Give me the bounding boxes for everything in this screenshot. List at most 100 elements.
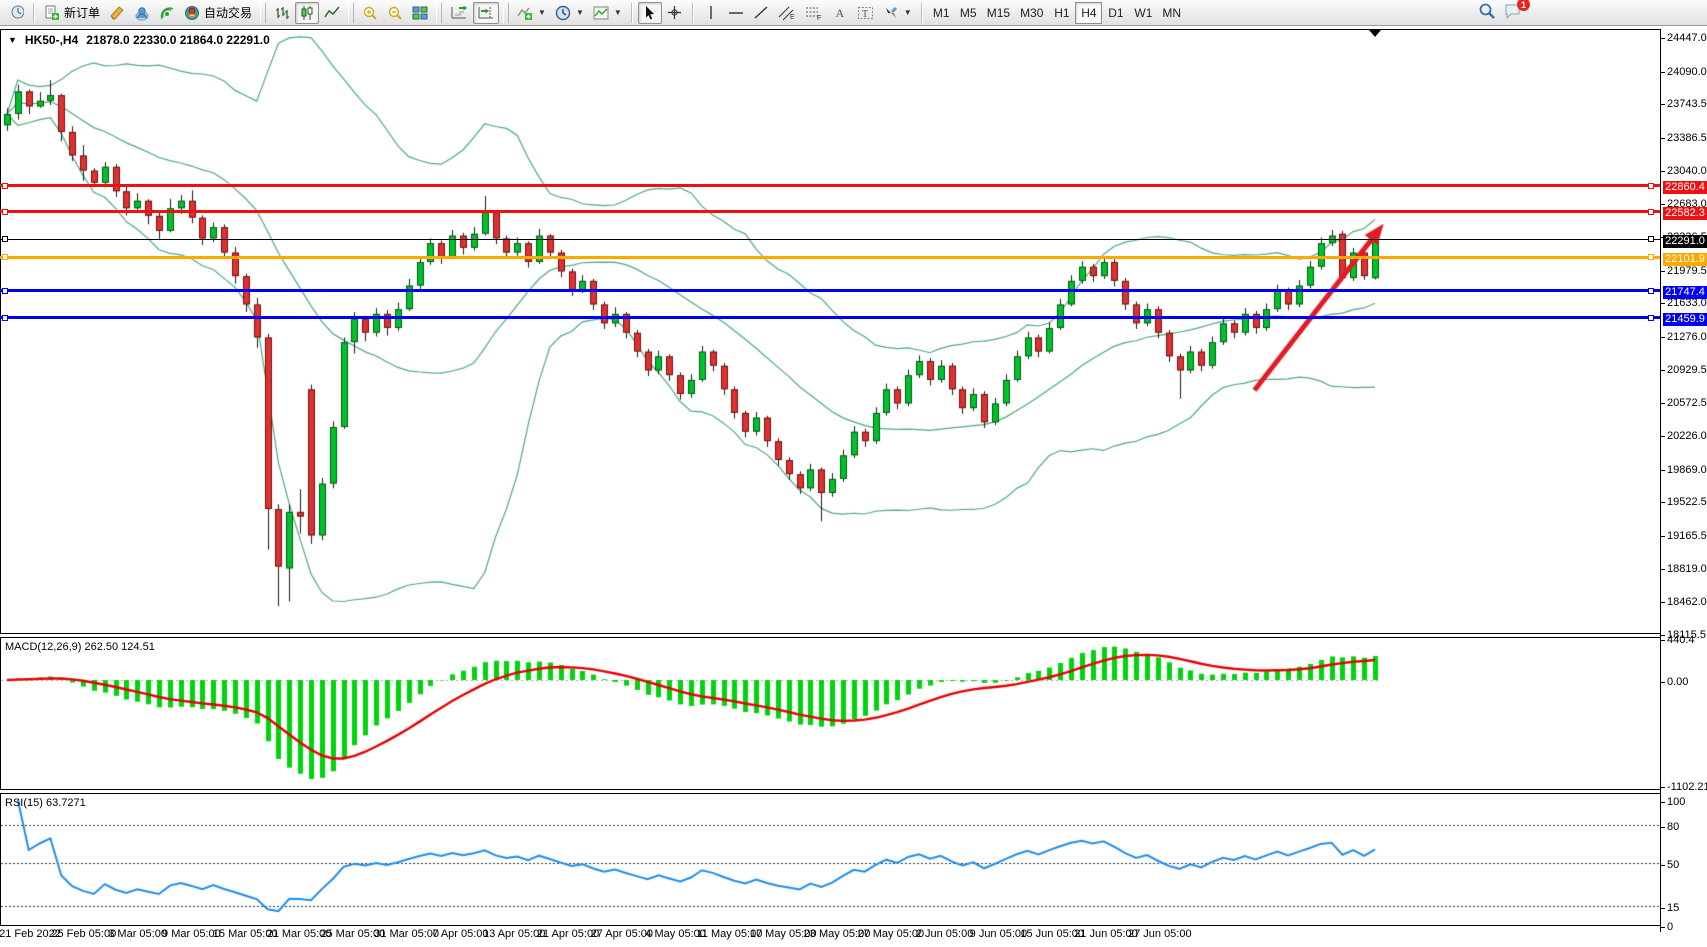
candlestick-chart-button[interactable] [295, 1, 320, 24]
toolbar-right-icons: 1 [1478, 0, 1530, 20]
periods-button[interactable]: ▼ [551, 2, 588, 24]
tiled-windows-icon [412, 5, 428, 21]
tile-windows-button[interactable] [408, 2, 432, 24]
chevron-down-icon: ▼ [903, 8, 912, 17]
timeframe-button-m5[interactable]: M5 [959, 5, 977, 20]
price-tick-label: 19165.5 [1661, 529, 1707, 542]
timeframe-button-d1[interactable]: D1 [1108, 5, 1124, 20]
toolbar-grip [260, 2, 267, 23]
text-label-tool-button[interactable]: T [853, 2, 878, 24]
price-tick-label: 21276.0 [1661, 330, 1707, 343]
macd-indicator-canvas[interactable] [1, 638, 1660, 789]
rsi-tick-label: 15 [1660, 902, 1680, 915]
date-tick-label: 27 Jun 05:00 [1127, 928, 1192, 940]
date-tick-label: 21 Feb 2022 [0, 928, 61, 940]
signal-waves-icon [159, 5, 175, 21]
main-price-chart-canvas[interactable] [1, 30, 1660, 633]
price-tick-label: 19869.0 [1661, 463, 1707, 476]
templates-button[interactable]: ▼ [589, 2, 626, 24]
timeframe-button-mn[interactable]: MN [1162, 5, 1182, 20]
auto-scroll-button[interactable] [446, 2, 472, 24]
mql5-community-button[interactable] [130, 2, 154, 24]
timeframe-button-h4[interactable]: H4 [1075, 1, 1103, 24]
price-line-label: 22291.0 [1663, 234, 1707, 248]
main-toolbar: 新订单 自动交易 ▼ ▼ [0, 0, 1707, 26]
date-tick-label: 25 Mar 05:00 [320, 928, 386, 940]
price-tick-label: 24447.0 [1661, 32, 1707, 44]
macd-label: MACD(12,26,9) 262.50 124.51 [5, 641, 155, 653]
arrow-objects-button[interactable]: ▼ [879, 2, 916, 24]
date-tick-label: 31 Mar 05:00 [374, 928, 440, 940]
chevron-down-icon: ▼ [538, 8, 546, 17]
person-cloud-icon [134, 5, 150, 21]
price-tick-label: 23386.5 [1661, 131, 1707, 144]
new-order-button[interactable]: 新订单 [40, 2, 104, 24]
chart-shift-button[interactable] [473, 1, 500, 24]
chevron-down-icon: ▼ [575, 8, 584, 17]
date-tick-label: 27 Apr 05:00 [590, 928, 653, 940]
date-axis[interactable]: 21 Feb 2022 25 Feb 05:00 3 Mar 05:00 9 Mar … [0, 928, 1707, 947]
timeframe-button-m15[interactable]: M15 [986, 5, 1011, 20]
rsi-label: RSI(15) 63.7271 [5, 797, 86, 809]
partial-left-icon-button[interactable] [4, 2, 28, 24]
crosshair-tool-button[interactable] [663, 2, 687, 24]
indicators-button[interactable]: ▼ [513, 2, 550, 24]
date-tick-label: 13 Apr 05:00 [482, 928, 546, 940]
toolbar-grip [503, 2, 510, 23]
chart-title: ▼ HK50-,H4 21878.0 22330.0 21864.0 22291… [8, 33, 270, 47]
toolbar-grip [348, 2, 355, 23]
zoom-out-button[interactable] [383, 2, 407, 24]
price-tick-label: 20572.5 [1661, 397, 1707, 410]
clock-chart-icon [9, 5, 24, 20]
text-a-icon: A [833, 5, 847, 20]
date-tick-label: 21 Apr 05:00 [536, 928, 600, 940]
svg-text:A: A [835, 6, 844, 20]
price-tick-label: 20929.5 [1661, 363, 1707, 376]
horizontal-line-tool-button[interactable] [724, 2, 748, 24]
timeframe-button-w1[interactable]: W1 [1134, 5, 1153, 20]
toolbar-separator [920, 2, 923, 23]
date-tick-label: 15 Mar 05:00 [212, 928, 278, 940]
collapse-triangle-icon[interactable]: ▼ [8, 35, 17, 45]
magnifier-minus-icon [387, 5, 403, 21]
notification-badge: 1 [1517, 0, 1530, 11]
signals-button[interactable] [155, 2, 179, 24]
rsi-indicator-canvas[interactable] [1, 794, 1660, 925]
crosshair-icon [667, 5, 682, 20]
price-tick-label: 19522.5 [1661, 496, 1707, 509]
robot-trading-icon [184, 5, 200, 21]
date-tick-label: 23 May 05:00 [803, 928, 871, 940]
price-tick-label: 21979.5 [1661, 264, 1707, 277]
date-tick-label: 9 Jun 05:00 [969, 928, 1028, 940]
chat-button[interactable]: 1 [1504, 0, 1530, 20]
chart-shift-marker[interactable] [1369, 30, 1381, 37]
chart-autoscroll-icon [450, 5, 468, 21]
price-tick-label: 21633.0 [1661, 297, 1707, 310]
zoom-in-button[interactable] [358, 2, 382, 24]
timeframe-button-m30[interactable]: M30 [1020, 5, 1044, 20]
date-tick-label: 9 Mar 05:00 [162, 928, 221, 940]
bar-chart-button[interactable] [270, 2, 294, 24]
timeframe-button-h1[interactable]: H1 [1054, 5, 1070, 20]
trendline-tool-button[interactable] [749, 2, 773, 24]
price-axis[interactable]: 24447.0 24090.0 23743.5 23386.5 23040.0 22683… [1660, 29, 1707, 933]
macd-tick-label: 440.4 [1661, 634, 1695, 647]
date-tick-label: 15 Jun 05:00 [1020, 928, 1084, 940]
svg-text:T: T [862, 9, 868, 20]
fibonacci-tool-button[interactable]: F [801, 2, 827, 24]
new-order-label: 新订单 [64, 6, 101, 20]
price-tick-label: 23743.5 [1661, 98, 1707, 111]
vertical-line-tool-button[interactable] [699, 2, 723, 24]
text-tool-button[interactable]: A [828, 2, 852, 24]
line-chart-button[interactable] [320, 2, 344, 24]
toolbar-separator [691, 2, 694, 23]
arrow-objects-icon [883, 5, 899, 21]
clock-icon [555, 5, 571, 21]
timeframe-button-m1[interactable]: M1 [932, 5, 950, 20]
cursor-tool-button[interactable] [637, 1, 662, 24]
equidistant-channel-tool-button[interactable]: E [774, 2, 800, 24]
autotrading-button[interactable]: 自动交易 [180, 2, 256, 24]
metaeditor-button[interactable] [105, 2, 129, 24]
search-icon[interactable] [1478, 2, 1496, 20]
